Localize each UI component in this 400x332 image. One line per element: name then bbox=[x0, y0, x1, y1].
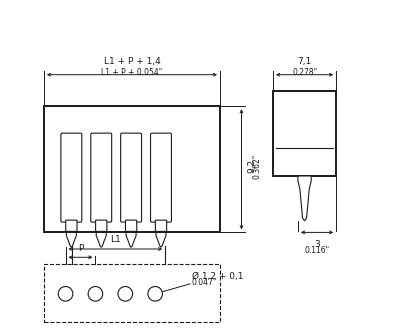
Circle shape bbox=[88, 287, 103, 301]
Polygon shape bbox=[66, 232, 76, 247]
Bar bbox=[44, 106, 220, 232]
Text: 0.047": 0.047" bbox=[192, 278, 217, 287]
Bar bbox=[273, 91, 336, 176]
Polygon shape bbox=[298, 176, 311, 221]
Text: 0.116": 0.116" bbox=[304, 246, 330, 255]
Circle shape bbox=[148, 287, 162, 301]
Circle shape bbox=[58, 287, 73, 301]
FancyBboxPatch shape bbox=[150, 133, 172, 222]
FancyBboxPatch shape bbox=[126, 220, 137, 231]
Text: L1 + P + 0.054": L1 + P + 0.054" bbox=[101, 68, 162, 77]
Text: 3: 3 bbox=[314, 240, 320, 249]
Circle shape bbox=[118, 287, 133, 301]
Bar bbox=[44, 264, 220, 322]
Polygon shape bbox=[126, 232, 136, 247]
FancyBboxPatch shape bbox=[96, 220, 107, 231]
FancyBboxPatch shape bbox=[61, 133, 82, 222]
Polygon shape bbox=[96, 232, 106, 247]
FancyBboxPatch shape bbox=[66, 220, 77, 231]
Polygon shape bbox=[156, 232, 166, 247]
Text: 9,2: 9,2 bbox=[248, 159, 256, 173]
Text: L1: L1 bbox=[110, 235, 121, 244]
Text: P: P bbox=[78, 244, 83, 253]
FancyBboxPatch shape bbox=[155, 220, 167, 231]
Text: 0.362": 0.362" bbox=[252, 153, 262, 179]
FancyBboxPatch shape bbox=[91, 133, 112, 222]
Text: L1 + P + 1,4: L1 + P + 1,4 bbox=[104, 57, 160, 66]
FancyBboxPatch shape bbox=[121, 133, 142, 222]
Text: 7,1: 7,1 bbox=[298, 57, 312, 66]
Text: Ø 1,2 + 0,1: Ø 1,2 + 0,1 bbox=[192, 272, 243, 281]
Text: 0.278": 0.278" bbox=[292, 68, 317, 77]
